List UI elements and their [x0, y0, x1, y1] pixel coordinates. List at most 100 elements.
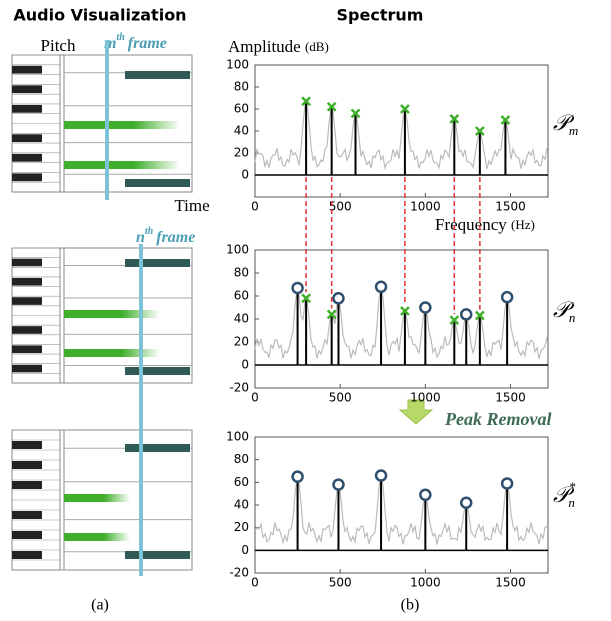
peak-marker	[500, 477, 514, 490]
peak-marker	[474, 126, 485, 136]
x-tick-label: 500	[329, 391, 352, 405]
x-tick-label: 0	[251, 576, 259, 590]
peak-marker	[449, 114, 460, 124]
peak-marker	[374, 469, 388, 482]
caption: (a)	[91, 597, 109, 614]
y-tick-label: 100	[226, 243, 249, 257]
y-tick-label: 0	[241, 168, 249, 182]
series-symbol: 𝒫n	[553, 297, 575, 325]
frame-label: nth frame	[136, 226, 195, 245]
x-tick-label: 1500	[495, 391, 526, 405]
x-tick-label: 1000	[410, 391, 441, 405]
peak-marker	[350, 108, 361, 119]
note	[64, 533, 130, 541]
symbol-sub: n	[569, 310, 576, 325]
peak-marker	[449, 315, 460, 326]
peak-marker	[291, 281, 304, 295]
black-key	[12, 551, 42, 559]
y-tick-label: 80	[234, 452, 249, 466]
x-tick-label: 1000	[410, 200, 441, 214]
note	[125, 259, 190, 267]
black-key	[12, 104, 42, 113]
symbol-sup: *	[569, 479, 576, 494]
note	[64, 349, 160, 357]
series-symbol: 𝒫* n	[553, 479, 576, 510]
axis-label-text: Frequency	[435, 215, 507, 234]
black-key	[12, 364, 42, 373]
peak-marker	[301, 293, 311, 304]
axis-unit: (dB)	[305, 39, 329, 54]
peak-marker	[400, 104, 410, 114]
note	[125, 71, 190, 79]
piano-rolls	[11, 40, 193, 576]
peak-marker	[400, 306, 410, 316]
frame-sup: th	[116, 32, 125, 43]
y-tick-label: -20	[229, 381, 249, 395]
caption: (b)	[401, 597, 420, 614]
spectrum	[254, 286, 548, 359]
y-tick-label: 40	[234, 312, 249, 326]
y-tick-label: 20	[234, 146, 249, 160]
note	[64, 121, 180, 129]
peak-marker	[332, 292, 345, 305]
black-key	[12, 85, 42, 94]
axis-label: Amplitude (dB)	[228, 37, 329, 56]
x-tick-label: 500	[329, 200, 352, 214]
x-tick-label: 500	[329, 576, 352, 590]
frame-index: n	[136, 229, 145, 246]
peak-marker	[326, 101, 337, 112]
y-tick-label: 80	[234, 266, 249, 280]
y-tick-label: 100	[226, 58, 249, 72]
axis-label: Time	[174, 196, 209, 215]
peak-marker	[474, 310, 485, 321]
frame-sup: th	[145, 226, 154, 237]
note	[125, 444, 190, 452]
peak-marker	[332, 478, 345, 491]
peak-marker	[419, 301, 432, 314]
black-key	[12, 326, 42, 334]
frame-word: frame	[156, 229, 195, 246]
panel-title: Audio Visualization	[13, 6, 186, 25]
y-tick-label: 20	[234, 335, 249, 349]
black-key	[12, 258, 42, 267]
note	[125, 179, 190, 187]
peak-marker	[326, 309, 337, 320]
peak-marker	[459, 496, 473, 509]
black-key	[12, 173, 42, 182]
y-tick-label: 80	[234, 80, 249, 94]
y-tick-label: 60	[234, 289, 249, 303]
y-tick-label: 60	[234, 102, 249, 116]
arrow-label: Peak Removal	[444, 409, 551, 429]
black-key	[12, 441, 42, 449]
black-key	[12, 481, 42, 489]
frame-label: mth frame	[104, 32, 167, 51]
symbol-sub: m	[569, 123, 578, 138]
y-tick-label: 0	[241, 543, 249, 557]
arrow	[398, 399, 434, 425]
symbol-sub: n	[568, 495, 575, 510]
frame-word: frame	[128, 35, 167, 52]
y-tick-label: 40	[234, 124, 249, 138]
peak-marker	[500, 115, 511, 125]
black-key	[12, 345, 42, 354]
peak-marker	[419, 488, 432, 502]
peak-marker	[291, 470, 304, 483]
axis-label: Frequency (Hz)	[435, 215, 535, 234]
black-key	[12, 277, 42, 286]
spectrum	[254, 475, 548, 545]
black-key	[12, 511, 42, 519]
black-key	[12, 461, 42, 469]
axis-label-text: Amplitude	[228, 37, 301, 56]
black-key	[12, 153, 42, 162]
x-tick-label: 0	[251, 200, 259, 214]
peak-marker	[301, 96, 311, 107]
x-tick-label: 0	[251, 391, 259, 405]
axis-label: Pitch	[41, 36, 76, 55]
black-key	[12, 65, 42, 74]
x-tick-label: 1500	[495, 200, 526, 214]
peak-marker	[374, 280, 388, 294]
black-key	[12, 531, 42, 539]
panel-title: Spectrum	[337, 6, 424, 25]
y-tick-label: -20	[229, 566, 249, 580]
